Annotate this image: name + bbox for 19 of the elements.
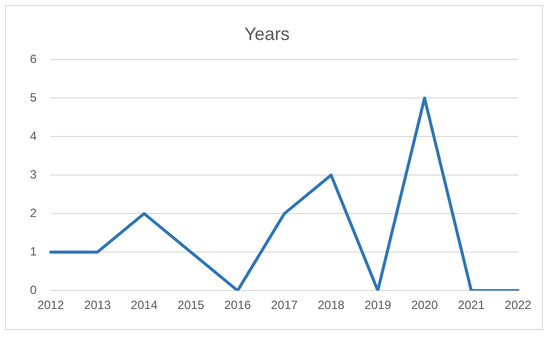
y-tick-label: 5 <box>30 90 37 104</box>
y-tick-label: 2 <box>30 206 37 220</box>
y-tick-label: 0 <box>30 282 37 297</box>
y-tick-label: 3 <box>30 167 37 182</box>
y-tick-label: 1 <box>30 244 37 258</box>
x-tick-label: 2016 <box>224 298 252 312</box>
x-tick-label: 2014 <box>130 298 158 312</box>
x-tick-label: 2020 <box>411 298 438 312</box>
y-tick-label: 6 <box>30 52 37 66</box>
x-tick-label: 2022 <box>504 298 532 312</box>
x-tick-label: 2021 <box>458 298 485 312</box>
y-tick-label: 4 <box>30 128 37 143</box>
x-tick-label: 2015 <box>178 298 205 312</box>
chart-title: Years <box>244 24 290 44</box>
x-tick-label: 2012 <box>37 298 64 312</box>
x-tick-label: 2013 <box>84 298 112 312</box>
x-tick-label: 2017 <box>270 298 298 312</box>
x-tick-label: 2018 <box>318 298 345 312</box>
x-tick-label: 2019 <box>364 298 392 312</box>
